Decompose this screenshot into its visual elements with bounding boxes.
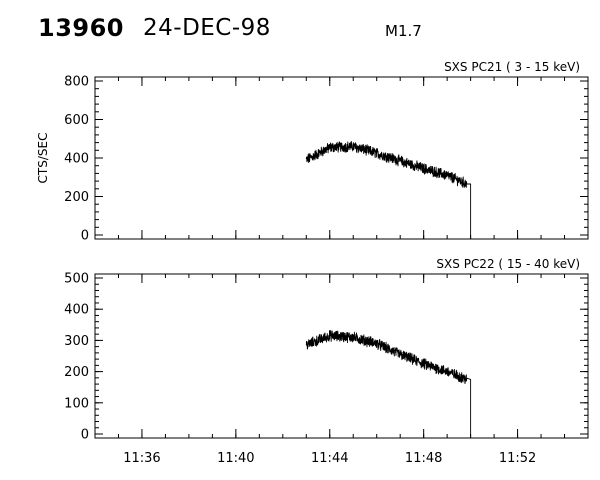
x-tick-label: 11:52 bbox=[499, 451, 536, 466]
series-line-1 bbox=[305, 140, 472, 239]
y-tick-label: 0 bbox=[81, 428, 89, 443]
y-tick-label: 100 bbox=[64, 396, 89, 411]
panel-title: SXS PC21 ( 3 - 15 keV) bbox=[444, 60, 580, 74]
y-tick-label: 800 bbox=[64, 75, 89, 90]
x-tick-label: 11:36 bbox=[123, 451, 160, 466]
y-tick-label: 200 bbox=[64, 365, 89, 380]
x-tick-label: 11:48 bbox=[405, 451, 442, 466]
panel-title: SXS PC22 ( 15 - 40 keV) bbox=[436, 257, 580, 271]
y-tick-label: 200 bbox=[64, 190, 89, 205]
event-date: 24-DEC-98 bbox=[143, 15, 271, 41]
event-id: 13960 bbox=[38, 14, 124, 42]
plot-frame bbox=[94, 76, 589, 240]
y-tick-label: 0 bbox=[81, 229, 89, 244]
plot-frame bbox=[94, 273, 589, 439]
y-tick-label: 400 bbox=[64, 152, 89, 167]
x-tick-label: 11:40 bbox=[217, 451, 254, 466]
y-tick-label: 400 bbox=[64, 303, 89, 318]
y-tick-label: 600 bbox=[64, 113, 89, 128]
series-line-1 bbox=[305, 330, 472, 438]
y-tick-label: 500 bbox=[64, 272, 89, 287]
y-axis-label: CTS/SEC bbox=[36, 133, 50, 184]
panel-2: SXS PC22 ( 15 - 40 keV) 0 100 200 300 400 500 1… bbox=[64, 257, 589, 466]
y-tick-label: 300 bbox=[64, 334, 89, 349]
panel-1: SXS PC21 ( 3 - 15 keV) CTS/SEC 0 200 400 600 8… bbox=[36, 60, 589, 244]
flare-class: M1.7 bbox=[385, 22, 422, 40]
x-tick-label: 11:44 bbox=[311, 451, 348, 466]
chart-header: 13960 24-DEC-98 M1.7 bbox=[0, 0, 600, 50]
